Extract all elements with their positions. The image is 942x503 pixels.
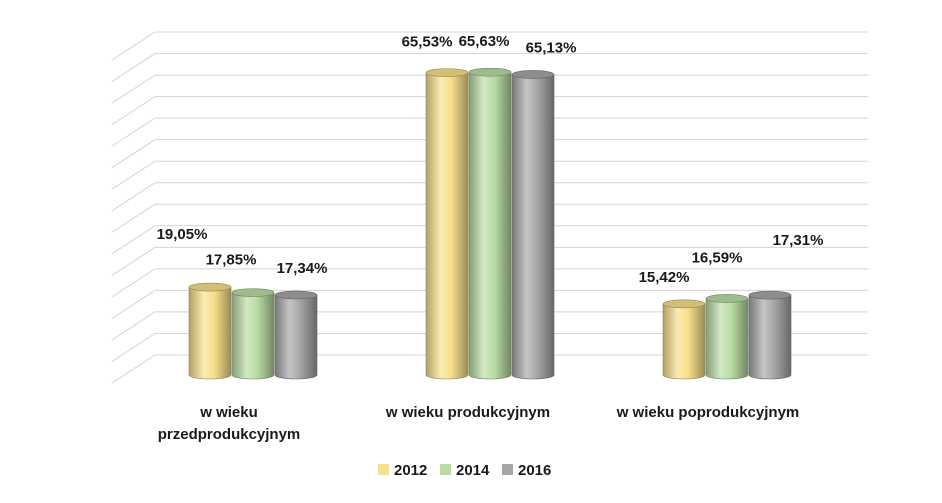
category-label-w-wieku-poprodukcyjnym: w wieku poprodukcyjnym bbox=[616, 404, 800, 421]
gridline bbox=[111, 225, 868, 255]
legend-swatch-2012 bbox=[378, 464, 389, 475]
bar-w-wieku-poprodukcyjnym-2016 bbox=[748, 290, 792, 380]
legend-item-2016: 2016 bbox=[502, 462, 551, 479]
gridline bbox=[111, 74, 868, 104]
legend-label-2014: 2014 bbox=[456, 462, 490, 479]
gridline bbox=[111, 182, 868, 212]
legend-swatch-2016 bbox=[502, 464, 513, 475]
bar-w-wieku-przedprodukcyjnym-2016 bbox=[274, 290, 318, 380]
chart-bars bbox=[188, 67, 792, 380]
gridline bbox=[111, 53, 868, 82]
data-label-w-wieku-poprodukcyjnym-2016: 17,31% bbox=[773, 232, 824, 249]
legend-label-2016: 2016 bbox=[518, 462, 551, 479]
bar-w-wieku-przedprodukcyjnym-2012 bbox=[188, 282, 232, 380]
data-label-w-wieku-przedprodukcyjnym-2016: 17,34% bbox=[277, 260, 328, 277]
legend-label-2012: 2012 bbox=[394, 462, 427, 479]
data-label-w-wieku-poprodukcyjnym-2012: 15,42% bbox=[639, 269, 690, 286]
data-label-w-wieku-produkcyjnym-2014: 65,63% bbox=[459, 33, 510, 50]
chart-data-labels: 19,05% 17,85% 17,34% 65,53% 65,63% 65,13% 15,4… bbox=[157, 33, 824, 286]
bar-w-wieku-produkcyjnym-2012 bbox=[425, 68, 469, 380]
gridline bbox=[111, 160, 868, 190]
bar-w-wieku-produkcyjnym-2016 bbox=[511, 70, 555, 380]
gridline bbox=[111, 289, 868, 319]
bar-w-wieku-poprodukcyjnym-2012 bbox=[662, 299, 706, 380]
legend-item-2012: 2012 bbox=[378, 462, 427, 479]
bar-w-wieku-produkcyjnym-2014 bbox=[468, 67, 512, 380]
category-label-w-wieku-przedprodukcyjnym: w wieku przedprodukcyjnym bbox=[158, 404, 301, 443]
data-label-w-wieku-przedprodukcyjnym-2012: 19,05% bbox=[157, 226, 208, 243]
legend-swatch-2014 bbox=[440, 464, 451, 475]
data-label-w-wieku-produkcyjnym-2012: 65,53% bbox=[402, 34, 453, 51]
chart-legend: 2012 2014 2016 bbox=[378, 462, 551, 479]
legend-item-2014: 2014 bbox=[440, 462, 490, 479]
category-label-w-wieku-produkcyjnym: w wieku produkcyjnym bbox=[385, 404, 550, 421]
gridline bbox=[111, 203, 868, 233]
gridline bbox=[111, 117, 868, 147]
gridline bbox=[111, 268, 868, 298]
gridline bbox=[111, 96, 868, 126]
chart-category-labels: w wieku przedprodukcyjnym w wieku produkcy… bbox=[158, 404, 800, 443]
data-label-w-wieku-przedprodukcyjnym-2014: 17,85% bbox=[206, 252, 257, 269]
gridline bbox=[111, 332, 868, 362]
bar-w-wieku-poprodukcyjnym-2014 bbox=[705, 294, 749, 380]
gridline bbox=[111, 311, 868, 341]
gridline bbox=[111, 139, 868, 169]
gridline bbox=[111, 246, 868, 276]
gridline bbox=[111, 31, 868, 61]
bar-w-wieku-przedprodukcyjnym-2014 bbox=[231, 288, 275, 380]
chart-gridlines bbox=[111, 31, 868, 384]
data-label-w-wieku-produkcyjnym-2016: 65,13% bbox=[526, 39, 577, 56]
data-label-w-wieku-poprodukcyjnym-2014: 16,59% bbox=[692, 249, 743, 266]
gridline bbox=[111, 354, 868, 384]
